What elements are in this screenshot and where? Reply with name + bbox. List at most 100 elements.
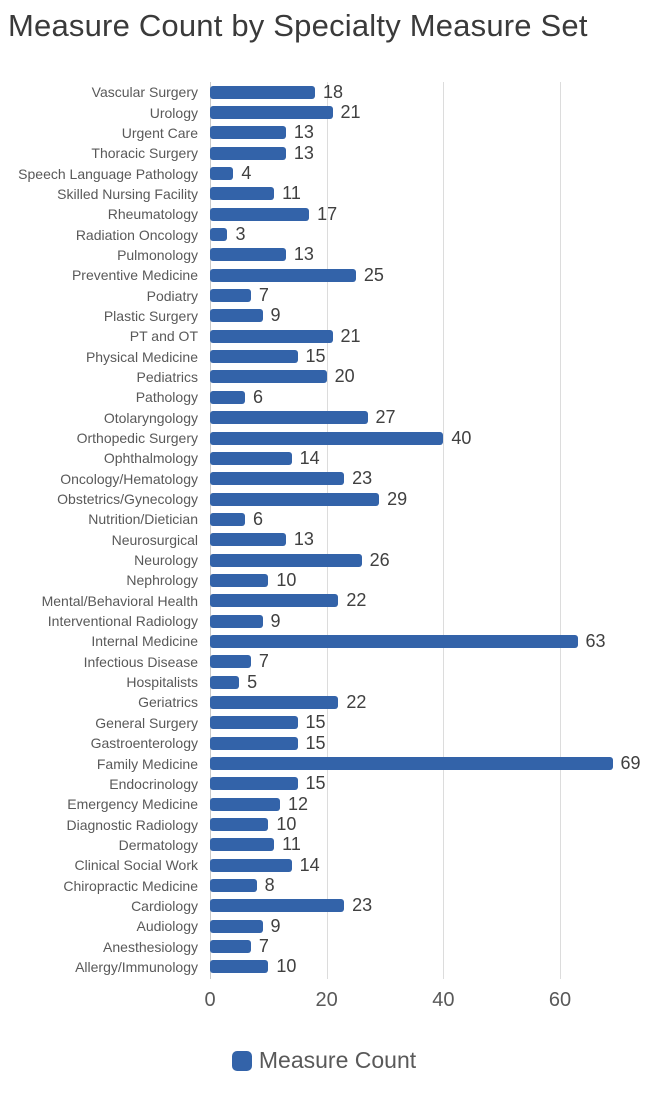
- bar-row: Clinical Social Work 14: [0, 855, 648, 875]
- legend-swatch-icon: [231, 1050, 252, 1071]
- value-label: 20: [334, 366, 355, 387]
- value-label: 22: [346, 691, 367, 712]
- bar-row: Otolaryngology 27: [0, 407, 648, 428]
- bar-row: Audiology 9: [0, 916, 648, 936]
- category-label: Urgent Care: [121, 124, 198, 141]
- category-label: Gastroenterology: [90, 735, 198, 752]
- bar-row: Cardiology 23: [0, 895, 648, 916]
- bar-row: Pediatrics 20: [0, 366, 648, 387]
- bar-track: 25: [210, 265, 630, 285]
- bar-track: 7: [210, 936, 630, 956]
- gridline: [326, 82, 328, 979]
- bar-track: 18: [210, 82, 630, 102]
- value-label: 7: [258, 936, 269, 957]
- bar-row: Radiation Oncology 3: [0, 224, 648, 244]
- bar: [210, 533, 286, 547]
- gridline: [560, 82, 561, 979]
- bar: [210, 919, 263, 933]
- bar: [210, 777, 298, 791]
- category-label: Infectious Disease: [83, 653, 198, 670]
- bar-track: 9: [210, 916, 630, 936]
- bar-track: 22: [210, 590, 630, 611]
- value-label: 14: [299, 447, 320, 468]
- bar-track: 7: [210, 285, 630, 305]
- category-label: Otolaryngology: [103, 409, 198, 426]
- bar-row: Physical Medicine 15: [0, 346, 648, 366]
- category-label: Neurosurgical: [111, 531, 198, 548]
- bar-track: 9: [210, 611, 630, 631]
- bar: [210, 553, 362, 567]
- bar-track: 22: [210, 692, 630, 712]
- bar: [210, 899, 345, 913]
- bar: [210, 207, 310, 221]
- bar-track: 23: [210, 468, 630, 489]
- bar-row: Skilled Nursing Facility 11: [0, 183, 648, 204]
- legend-label: Measure Count: [258, 1047, 417, 1073]
- value-label: 10: [276, 814, 297, 835]
- value-label: 11: [282, 834, 301, 855]
- value-label: 8: [264, 875, 275, 896]
- bar-row: Mental/Behavioral Health 22: [0, 590, 648, 611]
- bar-row: General Surgery 15: [0, 712, 648, 733]
- bar: [210, 573, 269, 587]
- category-label: PT and OT: [129, 328, 198, 345]
- category-label: Pulmonology: [117, 246, 198, 263]
- value-label: 7: [258, 651, 269, 672]
- bar-row: Gastroenterology 15: [0, 733, 648, 753]
- y-axis-line: [210, 82, 211, 979]
- value-label: 10: [276, 569, 297, 590]
- bar-track: 13: [210, 244, 630, 265]
- bar: [210, 268, 356, 282]
- value-label: 7: [258, 285, 269, 306]
- value-label: 29: [387, 488, 408, 509]
- value-label: 3: [235, 224, 246, 245]
- bar: [210, 126, 286, 140]
- bar: [210, 879, 257, 893]
- bar-row: Hospitalists 5: [0, 672, 648, 692]
- bar-track: 21: [210, 102, 630, 122]
- x-tick-label: 60: [548, 989, 572, 1011]
- bar-track: 10: [210, 956, 630, 977]
- bar: [210, 655, 251, 669]
- category-label: Pathology: [135, 389, 198, 406]
- value-label: 26: [369, 549, 390, 570]
- category-label: Oncology/Hematology: [60, 470, 198, 487]
- bar-track: 20: [210, 366, 630, 387]
- bar: [210, 818, 269, 832]
- value-label: 40: [451, 427, 472, 448]
- bar-track: 26: [210, 550, 630, 570]
- bar-row: Nutrition/Dietician 6: [0, 509, 648, 529]
- bar: [210, 492, 380, 506]
- bar: [210, 838, 275, 852]
- category-label: Hospitalists: [126, 674, 198, 691]
- bar-row: Chiropractic Medicine 8: [0, 875, 648, 895]
- value-label: 15: [305, 732, 326, 753]
- bar-row: Neurosurgical 13: [0, 529, 648, 550]
- category-label: Vascular Surgery: [91, 84, 198, 101]
- bar-row: Obstetrics/Gynecology 29: [0, 489, 648, 509]
- category-label: Podiatry: [146, 287, 198, 304]
- category-label: Emergency Medicine: [67, 796, 198, 813]
- category-label: Physical Medicine: [85, 348, 198, 365]
- category-label: Family Medicine: [96, 755, 198, 772]
- category-label: Urology: [149, 104, 198, 121]
- value-label: 11: [282, 183, 301, 204]
- bar-row: Diagnostic Radiology 10: [0, 814, 648, 834]
- bar-track: 10: [210, 814, 630, 834]
- bar-track: 15: [210, 346, 630, 366]
- bar: [210, 248, 286, 262]
- bar-row: Ophthalmology 14: [0, 448, 648, 468]
- value-label: 18: [323, 81, 344, 102]
- x-tick-label: 40: [432, 989, 455, 1011]
- bar: [210, 431, 444, 445]
- value-label: 9: [270, 610, 281, 631]
- bar-row: Family Medicine 69: [0, 753, 648, 773]
- bar: [210, 797, 280, 811]
- x-tick-label: 20: [315, 989, 338, 1011]
- bar-track: 14: [210, 448, 630, 468]
- bar: [210, 594, 339, 608]
- category-label: Anesthesiology: [103, 938, 198, 955]
- bar-row: Internal Medicine 63: [0, 631, 648, 651]
- bar-track: 13: [210, 122, 630, 143]
